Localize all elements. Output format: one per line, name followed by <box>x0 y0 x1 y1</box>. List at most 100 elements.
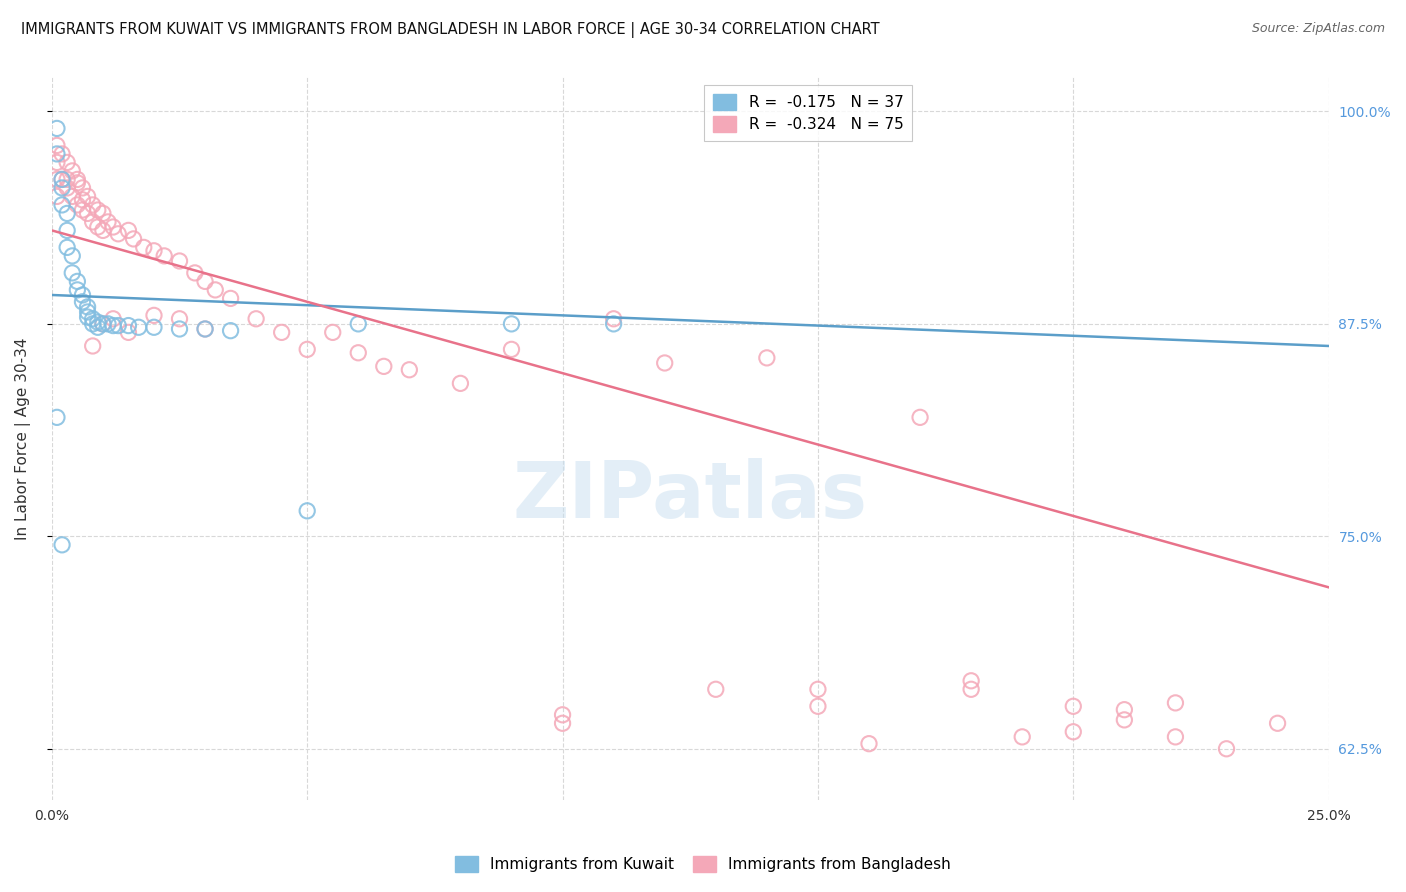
Point <box>602 311 624 326</box>
Point <box>654 356 676 370</box>
Point <box>72 202 94 217</box>
Point <box>194 322 217 336</box>
Point <box>219 292 242 306</box>
Point <box>551 707 574 722</box>
Point <box>82 215 104 229</box>
Point <box>101 311 124 326</box>
Point <box>56 240 79 254</box>
Point <box>45 189 67 203</box>
Point <box>143 244 166 258</box>
Point <box>1114 703 1136 717</box>
Point <box>60 266 83 280</box>
Point <box>551 716 574 731</box>
Point <box>501 343 523 357</box>
Point <box>45 121 67 136</box>
Point <box>169 322 191 336</box>
Point <box>56 155 79 169</box>
Point <box>1062 724 1084 739</box>
Point <box>122 232 145 246</box>
Point <box>602 317 624 331</box>
Point <box>91 317 114 331</box>
Point <box>807 682 830 697</box>
Point <box>51 181 73 195</box>
Point <box>184 266 207 280</box>
Point <box>194 322 217 336</box>
Point <box>1164 730 1187 744</box>
Point <box>51 147 73 161</box>
Point <box>82 317 104 331</box>
Text: Source: ZipAtlas.com: Source: ZipAtlas.com <box>1251 22 1385 36</box>
Legend: R =  -0.175   N = 37, R =  -0.324   N = 75: R = -0.175 N = 37, R = -0.324 N = 75 <box>704 85 912 142</box>
Point <box>51 172 73 186</box>
Point <box>169 311 191 326</box>
Point <box>97 317 120 331</box>
Point <box>960 673 983 688</box>
Point <box>1062 699 1084 714</box>
Point <box>143 309 166 323</box>
Point <box>51 538 73 552</box>
Point <box>66 283 89 297</box>
Point <box>107 318 129 333</box>
Point <box>56 181 79 195</box>
Point <box>153 249 176 263</box>
Point <box>107 227 129 241</box>
Point <box>87 219 110 234</box>
Point <box>72 288 94 302</box>
Point <box>82 198 104 212</box>
Point <box>72 181 94 195</box>
Point <box>91 223 114 237</box>
Point <box>117 223 139 237</box>
Point <box>51 172 73 186</box>
Point <box>347 317 370 331</box>
Point <box>143 320 166 334</box>
Point <box>704 682 727 697</box>
Point <box>97 215 120 229</box>
Text: ZIPatlas: ZIPatlas <box>513 458 868 534</box>
Point <box>373 359 395 374</box>
Point <box>908 410 931 425</box>
Point <box>204 283 226 297</box>
Point <box>132 240 155 254</box>
Point <box>66 176 89 190</box>
Point <box>101 219 124 234</box>
Point <box>807 699 830 714</box>
Point <box>295 343 318 357</box>
Point <box>56 172 79 186</box>
Point <box>1011 730 1033 744</box>
Point <box>60 249 83 263</box>
Point <box>194 274 217 288</box>
Point <box>270 326 292 340</box>
Point <box>449 376 471 391</box>
Point <box>66 198 89 212</box>
Point <box>347 345 370 359</box>
Point <box>117 318 139 333</box>
Point <box>117 326 139 340</box>
Point <box>45 410 67 425</box>
Point <box>60 164 83 178</box>
Point <box>101 318 124 333</box>
Point <box>398 363 420 377</box>
Point <box>76 300 98 314</box>
Point <box>72 294 94 309</box>
Point <box>87 320 110 334</box>
Y-axis label: In Labor Force | Age 30-34: In Labor Force | Age 30-34 <box>15 337 31 540</box>
Point <box>82 311 104 326</box>
Point <box>858 737 880 751</box>
Point <box>1164 696 1187 710</box>
Point <box>295 504 318 518</box>
Point <box>87 202 110 217</box>
Text: IMMIGRANTS FROM KUWAIT VS IMMIGRANTS FROM BANGLADESH IN LABOR FORCE | AGE 30-34 : IMMIGRANTS FROM KUWAIT VS IMMIGRANTS FRO… <box>21 22 880 38</box>
Point <box>45 172 67 186</box>
Point <box>1114 713 1136 727</box>
Point <box>76 189 98 203</box>
Point <box>322 326 344 340</box>
Point <box>76 310 98 324</box>
Point <box>66 172 89 186</box>
Point <box>45 147 67 161</box>
Point <box>87 315 110 329</box>
Point <box>56 223 79 237</box>
Point <box>91 206 114 220</box>
Point <box>72 193 94 207</box>
Point <box>51 198 73 212</box>
Point <box>755 351 778 365</box>
